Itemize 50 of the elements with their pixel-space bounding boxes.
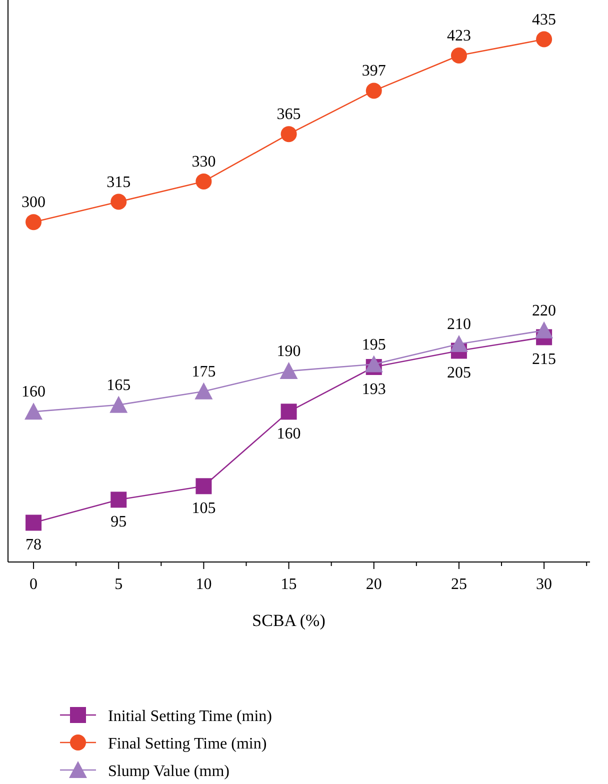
x-tick-label: 10 bbox=[196, 576, 212, 593]
data-label: 160 bbox=[276, 426, 301, 443]
legend-label: Slump Value (mm) bbox=[108, 763, 230, 780]
data-label: 205 bbox=[446, 364, 471, 382]
point bbox=[280, 362, 298, 380]
data-label: 175 bbox=[192, 363, 216, 380]
data-label: 95 bbox=[110, 514, 127, 531]
point bbox=[366, 82, 382, 99]
point bbox=[196, 478, 212, 494]
x-tick-label: 0 bbox=[30, 576, 38, 593]
point bbox=[26, 214, 42, 230]
point bbox=[280, 126, 297, 142]
legend-label: Initial Setting Time (min) bbox=[108, 708, 272, 725]
point bbox=[26, 514, 42, 531]
data-label: 220 bbox=[532, 302, 556, 320]
data-label: 330 bbox=[192, 153, 216, 170]
point bbox=[110, 492, 127, 508]
data-label: 423 bbox=[446, 28, 471, 45]
data-label: 397 bbox=[362, 62, 386, 80]
x-tick-label: 30 bbox=[536, 576, 552, 593]
data-label: 300 bbox=[22, 194, 46, 212]
point bbox=[280, 404, 297, 420]
data-label: 195 bbox=[362, 336, 386, 354]
x-tick-label: 20 bbox=[366, 576, 382, 593]
data-label: 105 bbox=[192, 500, 216, 518]
x-tick-label: 5 bbox=[114, 576, 123, 593]
point bbox=[196, 173, 212, 190]
legend-label: Final Setting Time (min) bbox=[108, 736, 267, 752]
point bbox=[536, 31, 552, 48]
data-label: 165 bbox=[106, 376, 131, 394]
data-label: 160 bbox=[22, 384, 46, 401]
data-label: 190 bbox=[276, 343, 301, 360]
data-label: 78 bbox=[26, 536, 42, 554]
point bbox=[450, 334, 468, 352]
data-label: 210 bbox=[446, 316, 471, 333]
data-label: 435 bbox=[532, 11, 556, 28]
point bbox=[110, 396, 128, 413]
point bbox=[364, 355, 383, 372]
data-label: 315 bbox=[106, 174, 131, 191]
point bbox=[24, 402, 43, 420]
data-label: 215 bbox=[532, 351, 556, 368]
point bbox=[535, 321, 554, 338]
x-axis-title: SCBA (%) bbox=[252, 611, 326, 630]
x-tick-label: 25 bbox=[450, 576, 467, 593]
data-label: 193 bbox=[362, 380, 386, 398]
point bbox=[450, 48, 467, 64]
point bbox=[194, 382, 213, 400]
x-tick-label: 15 bbox=[280, 576, 297, 593]
data-label: 365 bbox=[276, 106, 301, 124]
point bbox=[110, 194, 127, 210]
